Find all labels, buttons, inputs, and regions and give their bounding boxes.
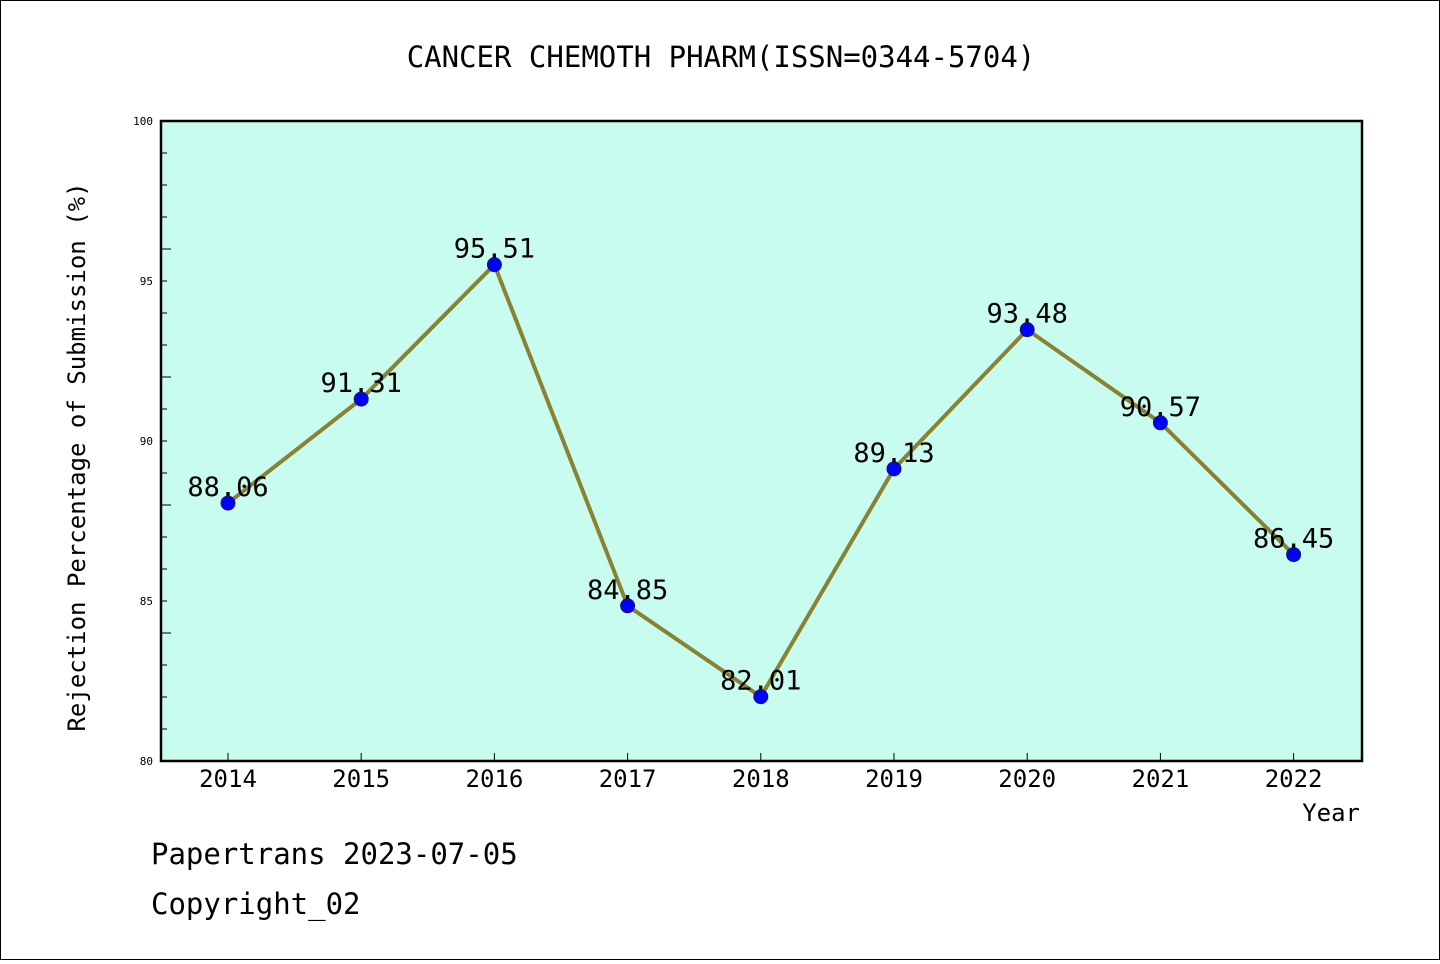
y-tick-label: 85 — [140, 595, 153, 608]
data-point — [620, 598, 636, 614]
y-tick-label: 100 — [133, 115, 153, 128]
x-tick-label: 2021 — [1132, 765, 1190, 793]
x-axis-title: Year — [1302, 799, 1360, 827]
data-point — [353, 391, 369, 407]
data-label: 90.57 — [1120, 392, 1201, 423]
data-label: 93.48 — [987, 299, 1068, 330]
data-labels: 88.06 91.31 95.51 84.85 82.01 89.13 93.48 90.57… — [187, 234, 1334, 697]
data-label: 84.85 — [587, 575, 668, 606]
footer-date: Papertrans 2023-07-05 — [151, 837, 518, 871]
plot-border — [159, 119, 1364, 763]
data-label: 88.06 — [187, 472, 268, 503]
x-tick-label: 2014 — [199, 765, 257, 793]
data-label: 82.01 — [720, 666, 801, 697]
data-point — [220, 495, 236, 511]
data-point — [1019, 322, 1035, 338]
data-point — [486, 257, 502, 273]
footer-copyright: Copyright_02 — [151, 887, 361, 922]
data-point — [886, 461, 902, 477]
plot-area — [161, 121, 1362, 761]
y-tick-label: 95 — [140, 275, 153, 288]
data-point — [1152, 415, 1168, 431]
data-label: 91.31 — [321, 368, 402, 399]
y-tick-label: 90 — [140, 435, 153, 448]
y-tick-label: 80 — [140, 755, 153, 768]
data-label: 86.45 — [1253, 524, 1334, 555]
data-point — [1286, 547, 1302, 563]
series-markers — [220, 257, 1302, 705]
data-label: 95.51 — [454, 234, 535, 265]
x-tick-label: 2015 — [332, 765, 390, 793]
data-point — [753, 689, 769, 705]
x-tick-label: 2020 — [998, 765, 1056, 793]
x-tick-label: 2022 — [1265, 765, 1323, 793]
x-tick-label: 2019 — [865, 765, 923, 793]
x-tick-label: 2016 — [466, 765, 524, 793]
x-tick-label: 2018 — [732, 765, 790, 793]
chart-title: CANCER CHEMOTH PHARM(ISSN=0344-5704) — [407, 40, 1036, 74]
x-tick-label: 2017 — [599, 765, 657, 793]
y-axis: 80 85 90 95 100 — [133, 115, 171, 768]
y-axis-title: Rejection Percentage of Submission (%) — [63, 182, 91, 731]
data-label: 89.13 — [853, 438, 934, 469]
x-axis: 2014 2015 2016 2017 2018 2019 2020 2021 2022 — [199, 753, 1322, 793]
